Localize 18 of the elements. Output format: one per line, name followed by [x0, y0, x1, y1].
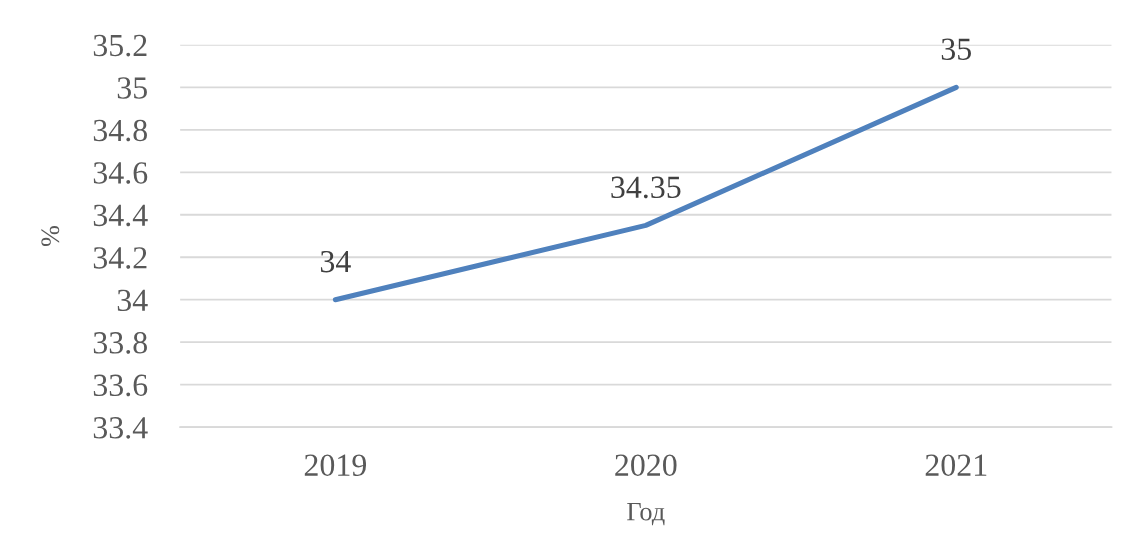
x-tick-label: 2019: [304, 454, 366, 476]
x-tick-label: 2020: [615, 454, 677, 476]
y-tick-label: 35.2: [93, 34, 147, 57]
y-tick-label: 34: [117, 289, 148, 312]
data-label: 34: [320, 250, 351, 273]
y-tick-label: 34.4: [93, 204, 148, 227]
y-tick-label: 33.4: [93, 417, 148, 439]
data-label: 34.35: [611, 176, 681, 199]
y-tick-label: 34.6: [93, 162, 148, 184]
y-tick-label: 35: [117, 77, 147, 99]
y-tick-label: 34.8: [93, 119, 147, 142]
x-tick-label: 2021: [925, 454, 987, 476]
y-tick-label: 34.2: [93, 247, 147, 269]
x-axis-title: Год: [627, 502, 665, 526]
y-tick-label: 33.8: [93, 332, 147, 354]
y-axis-title: %: [41, 225, 60, 247]
data-label: 35: [941, 38, 971, 61]
y-tick-label: 33.6: [93, 374, 148, 397]
